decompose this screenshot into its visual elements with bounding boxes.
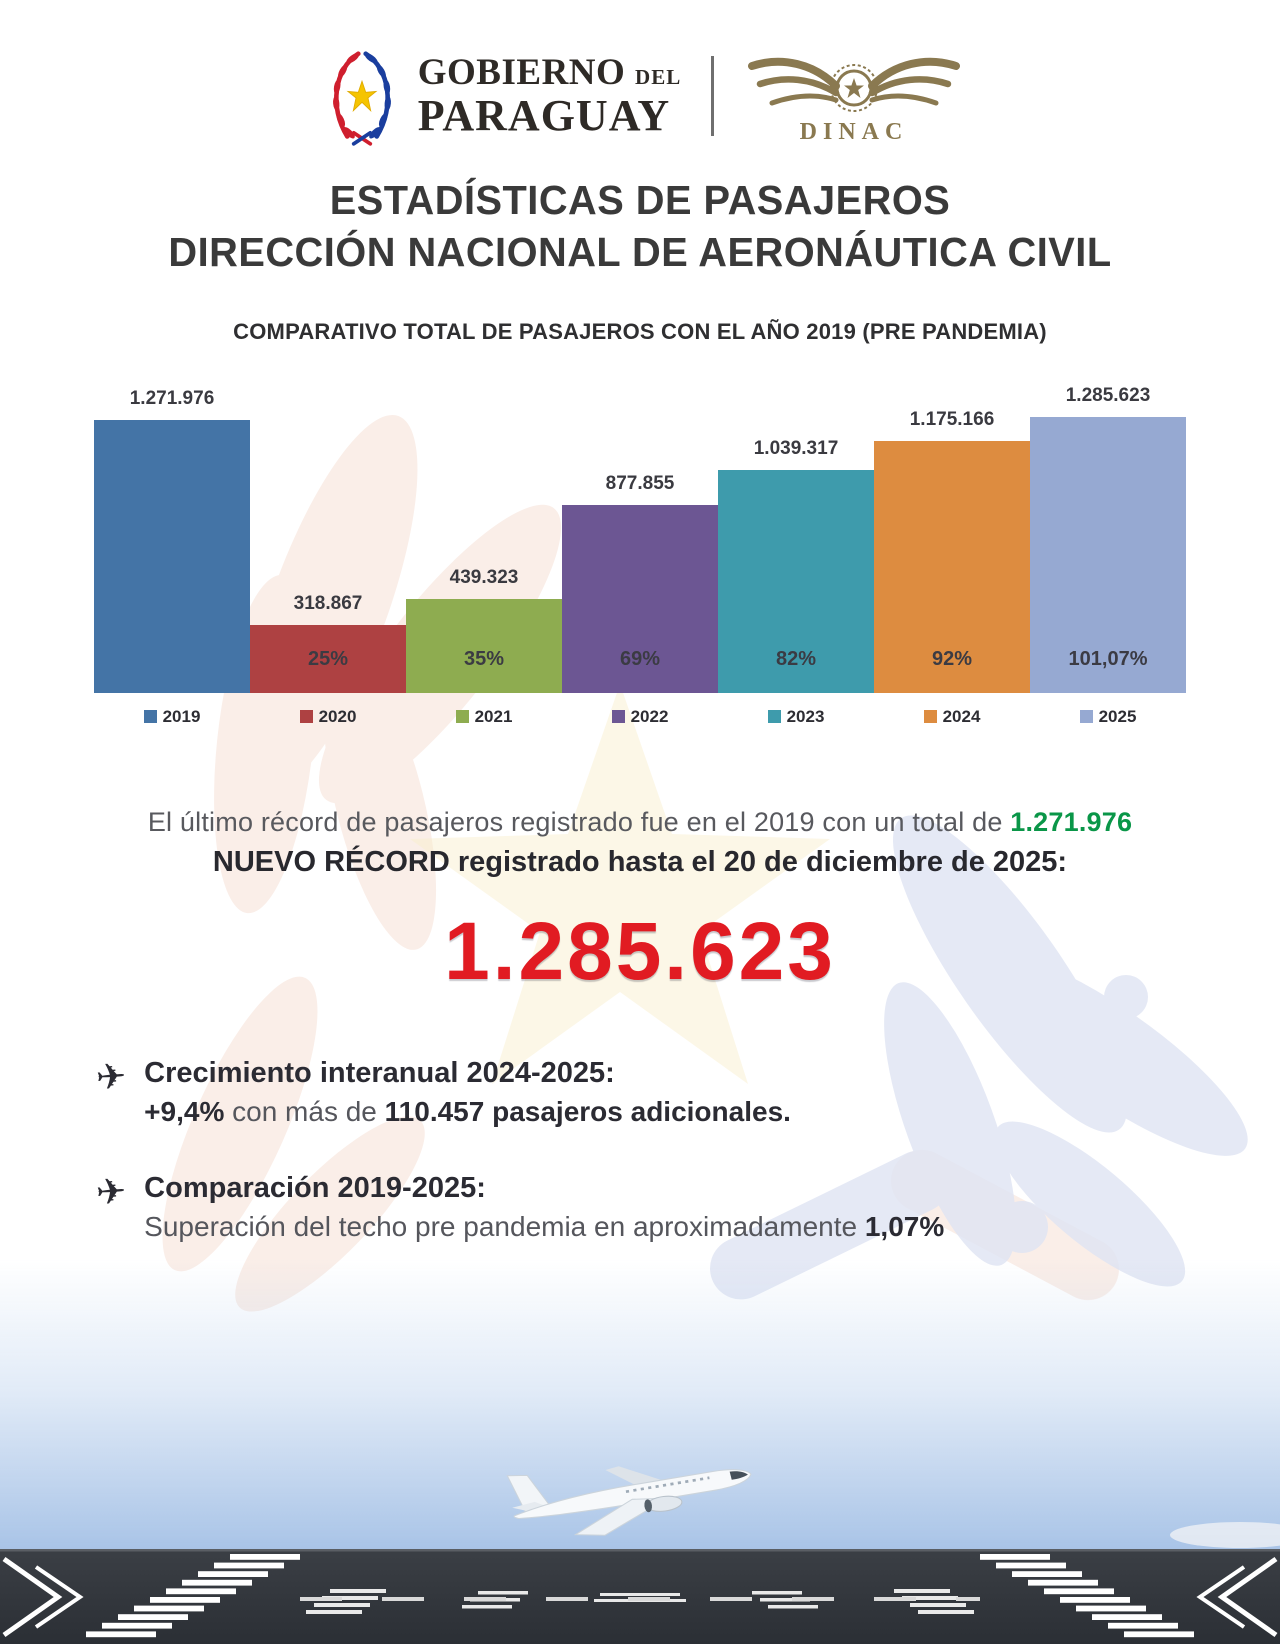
bar-percent-label: 92%: [931, 647, 973, 670]
bar-column-2024: 1.175.166 92%: [874, 361, 1030, 693]
bar-value-label: 318.867: [293, 592, 363, 614]
legend-label: 2025: [1098, 706, 1137, 726]
new-record-number: 1.285.623: [444, 905, 836, 997]
cloud-shape: [1170, 1522, 1280, 1548]
legend-swatch-icon: [611, 710, 625, 724]
page-title-line1: ESTADÍSTICAS DE PASAJEROS: [329, 177, 951, 223]
bar-value-label: 439.323: [449, 566, 519, 588]
legend-item-2025: 2025: [1030, 707, 1186, 727]
bar-percent-label: 69%: [619, 647, 661, 670]
bullet-title-growth: Crecimiento interanual 2024-2025:: [144, 1056, 615, 1089]
bar-value-label: 1.175.166: [909, 408, 995, 430]
bar-column-2020: 318.867 25%: [250, 361, 406, 693]
bar-column-2019: 1.271.976: [94, 361, 250, 693]
header: GOBIERNO DEL PARAGUAY DINAC: [0, 44, 1280, 148]
page-title-line2: DIRECCIÓN NACIONAL DE AERONÁUTICA CIVIL: [168, 229, 1112, 276]
gov-word-gobierno: GOBIERNO: [417, 52, 626, 93]
legend-swatch-icon: [923, 710, 937, 724]
passengers-chart: COMPARATIVO TOTAL DE PASAJEROS CON EL AÑ…: [0, 319, 1280, 727]
airplane-bullet-icon: ✈: [94, 1054, 128, 1098]
bar-chart-plot: 1.271.976 318.867 25% 439.323 35% 877.855 69% 1…: [94, 361, 1186, 693]
bar-2021: [406, 598, 562, 693]
legend-item-2019: 2019: [94, 707, 250, 727]
bullet-body-comparison: Superación del techo pre pandemia en apr…: [144, 1209, 944, 1245]
bar-2024: [874, 440, 1030, 693]
logo-divider: [711, 56, 715, 136]
record-summary-line: El último récord de pasajeros registrado…: [0, 807, 1280, 838]
bullet-title-comparison: Comparación 2019-2025:: [144, 1172, 486, 1205]
legend-item-2020: 2020: [250, 707, 406, 727]
gov-word-del: DEL: [635, 65, 682, 89]
legend-label: 2024: [942, 706, 981, 726]
bar-value-label: 877.855: [605, 472, 675, 494]
airplane-bullet-icon: ✈: [94, 1170, 128, 1214]
growth-connector-text: con más de: [224, 1095, 385, 1127]
bullet-body-growth: +9,4% con más de 110.457 pasajeros adici…: [144, 1094, 791, 1130]
legend-label: 2023: [786, 706, 825, 726]
bar-column-2021: 439.323 35%: [406, 361, 562, 693]
bar-value-label: 1.285.623: [1065, 384, 1151, 406]
bar-2019: [94, 419, 250, 693]
bar-2022: [562, 504, 718, 693]
dinac-logo: DINAC: [744, 46, 964, 146]
bar-column-2025: 1.285.623 101,07%: [1030, 361, 1186, 693]
legend-label: 2020: [318, 706, 357, 726]
legend-label: 2019: [162, 706, 201, 726]
legend-item-2023: 2023: [718, 707, 874, 727]
legend-label: 2021: [474, 706, 513, 726]
bar-2025: [1030, 416, 1186, 693]
highlights-list: ✈ Crecimiento interanual 2024-2025: +9,4…: [94, 1054, 1190, 1246]
comparison-text: Superación del techo pre pandemia en apr…: [144, 1211, 865, 1243]
bar-value-label: 1.039.317: [753, 437, 839, 459]
bar-column-2023: 1.039.317 82%: [718, 361, 874, 693]
legend-swatch-icon: [767, 710, 781, 724]
record-summary-text: El último récord de pasajeros registrado…: [147, 806, 1011, 837]
airplane-image: [506, 1466, 752, 1536]
gov-word-paraguay: PARAGUAY: [417, 91, 671, 140]
chart-legend: 2019 2020 2021 2022 2023 2024 2025: [94, 707, 1186, 727]
legend-swatch-icon: [299, 710, 313, 724]
gobierno-paraguay-logo: GOBIERNO DEL PARAGUAY: [316, 44, 681, 148]
page-title: ESTADÍSTICAS DE PASAJEROS DIRECCIÓN NACI…: [19, 174, 1261, 279]
bar-percent-label: 82%: [775, 647, 817, 670]
bar-column-2022: 877.855 69%: [562, 361, 718, 693]
bar-percent-label: 35%: [463, 647, 505, 670]
paraguay-wreath-icon: [332, 51, 391, 146]
new-record-line: NUEVO RÉCORD registrado hasta el 20 de d…: [212, 845, 1068, 878]
dinac-wings-icon: DINAC: [748, 46, 964, 145]
record-2019-value: 1.271.976: [1010, 806, 1133, 837]
bar-percent-label: 25%: [307, 647, 349, 670]
legend-label: 2022: [630, 706, 669, 726]
bar-2023: [718, 469, 874, 693]
growth-passengers: 110.457 pasajeros adicionales.: [384, 1095, 791, 1127]
growth-percent: +9,4%: [144, 1095, 225, 1127]
legend-item-2024: 2024: [874, 707, 1030, 727]
legend-swatch-icon: [143, 710, 157, 724]
legend-item-2022: 2022: [562, 707, 718, 727]
list-item-growth: ✈ Crecimiento interanual 2024-2025: +9,4…: [94, 1054, 1190, 1130]
bar-percent-label: 101,07%: [1068, 647, 1148, 670]
bar-value-label: 1.271.976: [129, 387, 215, 409]
legend-swatch-icon: [1079, 710, 1093, 724]
gobierno-paraguay-wordmark: GOBIERNO DEL PARAGUAY: [418, 54, 681, 138]
legend-swatch-icon: [455, 710, 469, 724]
dinac-label: DINAC: [800, 119, 909, 145]
comparison-percent: 1,07%: [864, 1211, 945, 1243]
runway-graphic: [0, 1549, 1280, 1644]
list-item-comparison: ✈ Comparación 2019-2025: Superación del …: [94, 1170, 1190, 1245]
legend-item-2021: 2021: [406, 707, 562, 727]
chart-title: COMPARATIVO TOTAL DE PASAJEROS CON EL AÑ…: [233, 318, 1047, 344]
